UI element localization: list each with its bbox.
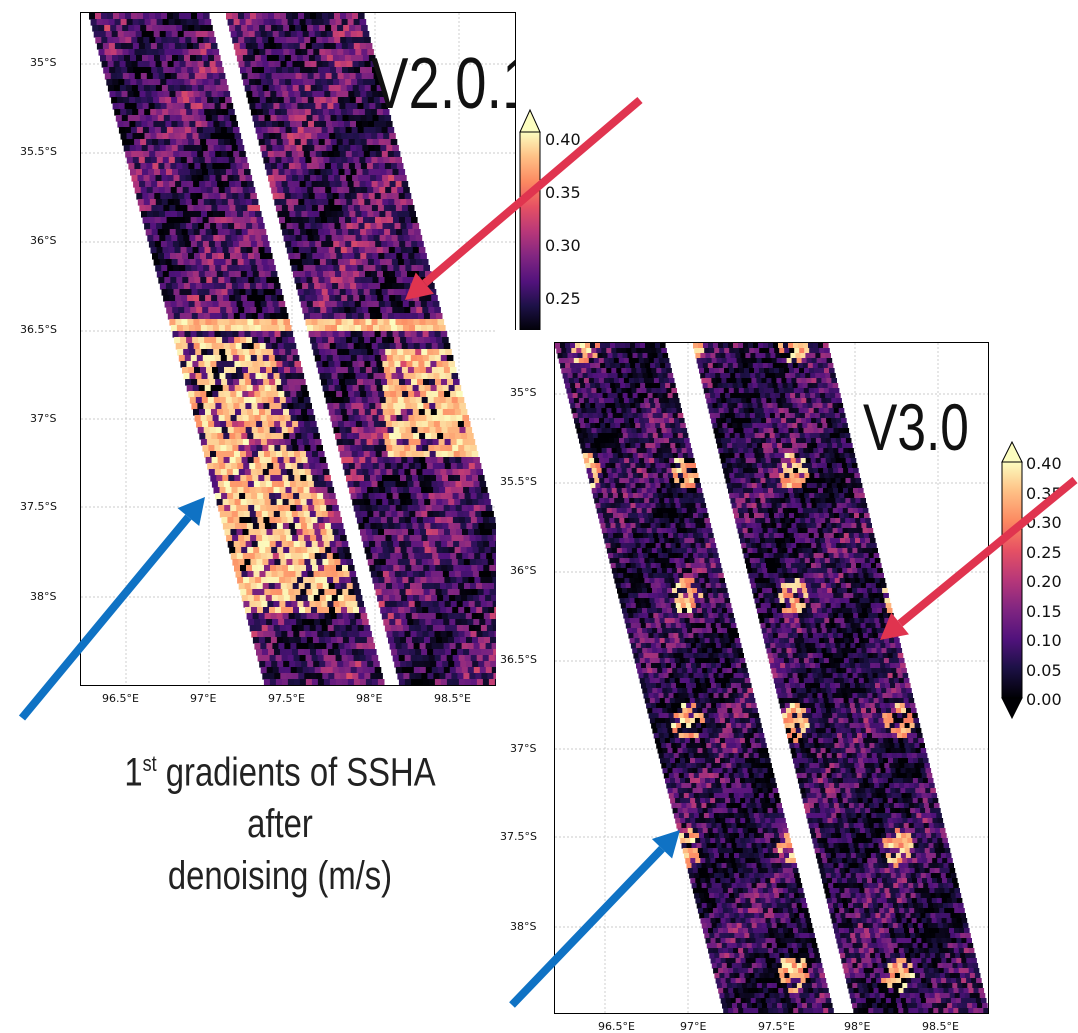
blue-arrow-v30 (512, 830, 680, 1005)
red-arrow-v201 (405, 100, 640, 300)
arrow-shaft (425, 100, 640, 283)
arrow-shaft (22, 517, 188, 718)
arrow-shaft (900, 480, 1075, 624)
arrow-shaft (512, 849, 662, 1005)
blue-arrow-v201 (22, 497, 205, 718)
red-arrow-v30 (880, 480, 1075, 640)
